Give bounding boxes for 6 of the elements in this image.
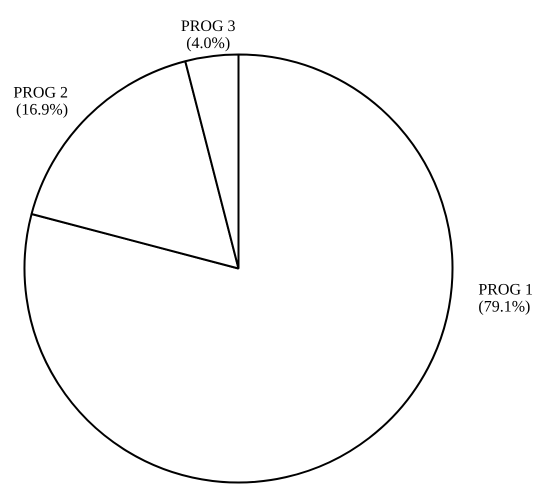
slice-label: PROG 1 (478, 281, 534, 298)
data-label: (16.9%) (16, 102, 68, 119)
slice-label: PROG 3 (180, 18, 236, 35)
slice-label: PROG 2 (13, 84, 68, 102)
data-label: (4.0%) (186, 34, 230, 52)
data-label: (79.1%) (478, 298, 530, 316)
